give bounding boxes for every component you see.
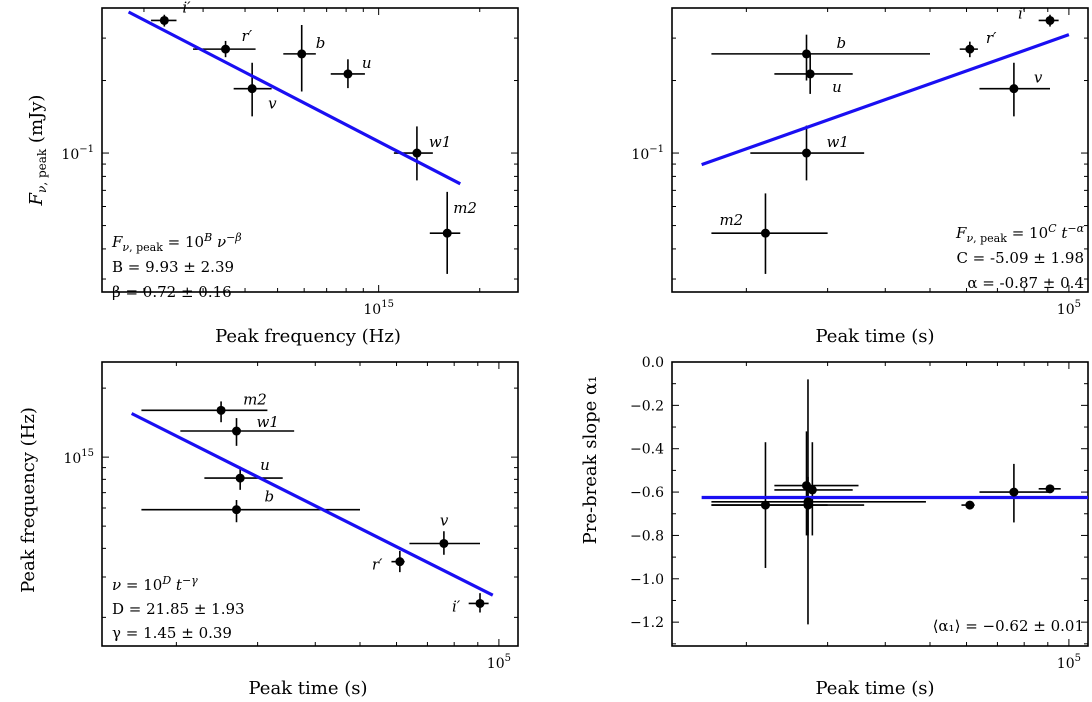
data-point [805, 69, 815, 79]
y-tick-label: −0.2 [630, 398, 664, 414]
fit-line [701, 33, 1070, 167]
data-point [442, 228, 452, 238]
fit-equation: Fν, peak = 10B ν−β [111, 231, 242, 254]
data-point [802, 49, 812, 59]
point-label: m2 [453, 199, 477, 217]
fit-annotation: Fν, peak = 10C t−α C = -5.09 ± 1.98 α = … [955, 222, 1085, 292]
point-label: w1 [827, 133, 849, 151]
plot-frame [671, 361, 1089, 647]
plot-frame [671, 7, 1089, 293]
fit-equation: ν = 10D t−γ [112, 574, 198, 594]
point-label: u [362, 54, 372, 72]
data-point [965, 44, 975, 54]
plot-area [701, 14, 1070, 274]
fit-line [130, 412, 494, 597]
x-axis-label: Peak time (s) [815, 678, 934, 699]
data-point [760, 228, 770, 238]
point-label: u [260, 456, 270, 474]
data-point [802, 148, 812, 158]
data-point [1045, 15, 1055, 25]
data-point [159, 15, 169, 25]
plot-area [130, 401, 494, 613]
data-point [1009, 84, 1019, 94]
point-label: i′ [452, 597, 461, 615]
data-point [412, 148, 422, 158]
data-point [807, 485, 817, 495]
point-label: v [268, 95, 277, 113]
data-point [235, 473, 245, 483]
y-tick-label: −0.4 [630, 442, 664, 458]
plot-frame [101, 361, 519, 647]
x-tick-label: 1015 [363, 299, 394, 318]
y-axis-label: Peak frequency (Hz) [18, 407, 39, 593]
data-point [232, 505, 242, 515]
point-label: u [832, 78, 842, 96]
point-label: m2 [243, 390, 267, 408]
x-axis-label: Peak time (s) [815, 326, 934, 347]
fit-param-gamma: γ = 1.45 ± 0.39 [112, 624, 232, 642]
fit-param-C: C = -5.09 ± 1.98 [956, 249, 1084, 267]
point-label: w1 [429, 133, 451, 151]
fit-param-alpha: α = -0.87 ± 0.4 [967, 274, 1084, 292]
point-label: i′ [182, 0, 191, 16]
y-tick-label: 0.0 [642, 355, 664, 371]
panel-flux-vs-time: Peak time (s) Fν, peak = 10C t−α C = -5.… [631, 4, 1089, 347]
x-tick-label: 105 [1057, 653, 1081, 672]
point-label: r′ [242, 27, 253, 45]
data-point [216, 405, 226, 415]
point-label: r′ [986, 29, 997, 47]
data-point [221, 44, 231, 54]
point-label: b [316, 34, 326, 52]
data-point [965, 500, 975, 510]
data-point [760, 500, 770, 510]
panel-frequency-vs-time: Peak frequency (Hz) Peak time (s) ν = 10… [18, 361, 519, 699]
y-tick-label: −1.0 [630, 572, 664, 588]
point-label: b [837, 34, 847, 52]
data-point [232, 426, 242, 436]
x-tick-label: 105 [487, 653, 511, 672]
point-label: i′ [1018, 4, 1027, 22]
x-axis-label: Peak time (s) [248, 678, 367, 699]
data-point [247, 84, 257, 94]
data-point [1009, 487, 1019, 497]
point-label: b [265, 488, 275, 506]
point-label: r′ [372, 556, 383, 574]
point-label: v [440, 511, 449, 529]
point-label: m2 [719, 211, 743, 229]
y-tick-label: −1.2 [630, 615, 664, 631]
fit-annotation: Fν, peak = 10B ν−β B = 9.93 ± 2.39 β = 0… [111, 231, 242, 301]
y-tick-label: 10−1 [61, 144, 94, 163]
data-point [1045, 484, 1055, 494]
y-axis-label: Pre-break slope α₁ [580, 376, 601, 545]
panel-slope-vs-time: Pre-break slope α₁ Peak time (s) ⟨α₁⟩ = … [580, 355, 1089, 699]
data-point [803, 500, 813, 510]
data-point [439, 538, 449, 548]
y-tick-label: 1015 [63, 448, 94, 467]
y-tick-label: 10−1 [631, 144, 664, 163]
y-axis-label: Fν, peak (mJy) [26, 95, 49, 207]
fit-line [127, 10, 462, 186]
x-axis-label: Peak frequency (Hz) [215, 326, 401, 347]
data-point [343, 69, 353, 79]
plot-area [701, 379, 1088, 625]
point-label: w1 [257, 413, 279, 431]
plot-area [127, 10, 462, 274]
panel-flux-vs-frequency: Fν, peak (mJy) Peak frequency (Hz) Fν, p… [26, 0, 519, 347]
plot-frame [101, 7, 519, 293]
fit-equation: Fν, peak = 10C t−α [955, 222, 1085, 245]
y-tick-label: −0.6 [630, 485, 664, 501]
x-tick-label: 105 [1057, 299, 1081, 318]
data-point [475, 598, 485, 608]
data-point [395, 557, 405, 567]
y-tick-label: −0.8 [630, 528, 664, 544]
data-point [297, 49, 307, 59]
fit-param-D: D = 21.85 ± 1.93 [112, 600, 245, 618]
fit-param-B: B = 9.93 ± 2.39 [112, 258, 234, 276]
mean-slope-annotation: ⟨α₁⟩ = −0.62 ± 0.01 [933, 617, 1084, 635]
point-label: v [1034, 69, 1043, 87]
fit-annotation: ν = 10D t−γ D = 21.85 ± 1.93 γ = 1.45 ± … [112, 574, 245, 642]
